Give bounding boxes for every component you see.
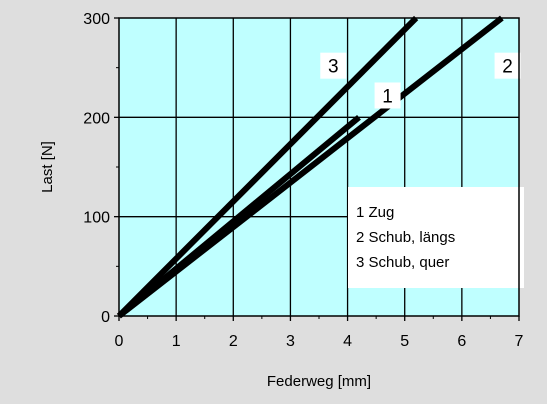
legend-entry-2: 2 Schub, längs (356, 229, 455, 246)
x-tick-label-2: 2 (229, 333, 238, 350)
series-label-bg-1 (374, 82, 401, 109)
series-label-2: 2 (502, 57, 513, 78)
x-tick-label-4: 4 (343, 333, 352, 350)
y-axis-title: Last [N] (39, 141, 56, 193)
x-tick-label-5: 5 (400, 333, 409, 350)
series-line-3 (116, 15, 419, 319)
legend-box (348, 187, 524, 288)
series-lines (116, 15, 504, 319)
series-label-3: 3 (328, 57, 339, 78)
legend-entry-1: 1 Zug (356, 204, 394, 221)
series-line-2 (117, 15, 504, 319)
legend: 1 Zug 2 Schub, längs 3 Schub, quer (348, 187, 524, 288)
series-label-bg-3 (320, 52, 347, 79)
series-label-1: 1 (382, 86, 393, 107)
y-tick-label-100: 100 (83, 210, 110, 227)
series-label-bg-2 (494, 52, 521, 79)
x-tick-label-0: 0 (115, 333, 124, 350)
x-tick-label-6: 6 (457, 333, 466, 350)
x-tick-label-7: 7 (515, 333, 524, 350)
x-tick-label-1: 1 (172, 333, 181, 350)
y-tick-label-300: 300 (83, 11, 110, 28)
legend-entry-3: 3 Schub, quer (356, 254, 449, 271)
x-axis-title: Federweg [mm] (267, 373, 371, 390)
x-tick-label-3: 3 (286, 333, 295, 350)
y-tick-label-200: 200 (83, 110, 110, 127)
axis-ticks: 0 1 2 3 4 5 6 7 0 100 200 300 (83, 11, 523, 350)
y-tick-label-0: 0 (101, 309, 110, 326)
series-labels: 3 1 2 (320, 52, 521, 109)
